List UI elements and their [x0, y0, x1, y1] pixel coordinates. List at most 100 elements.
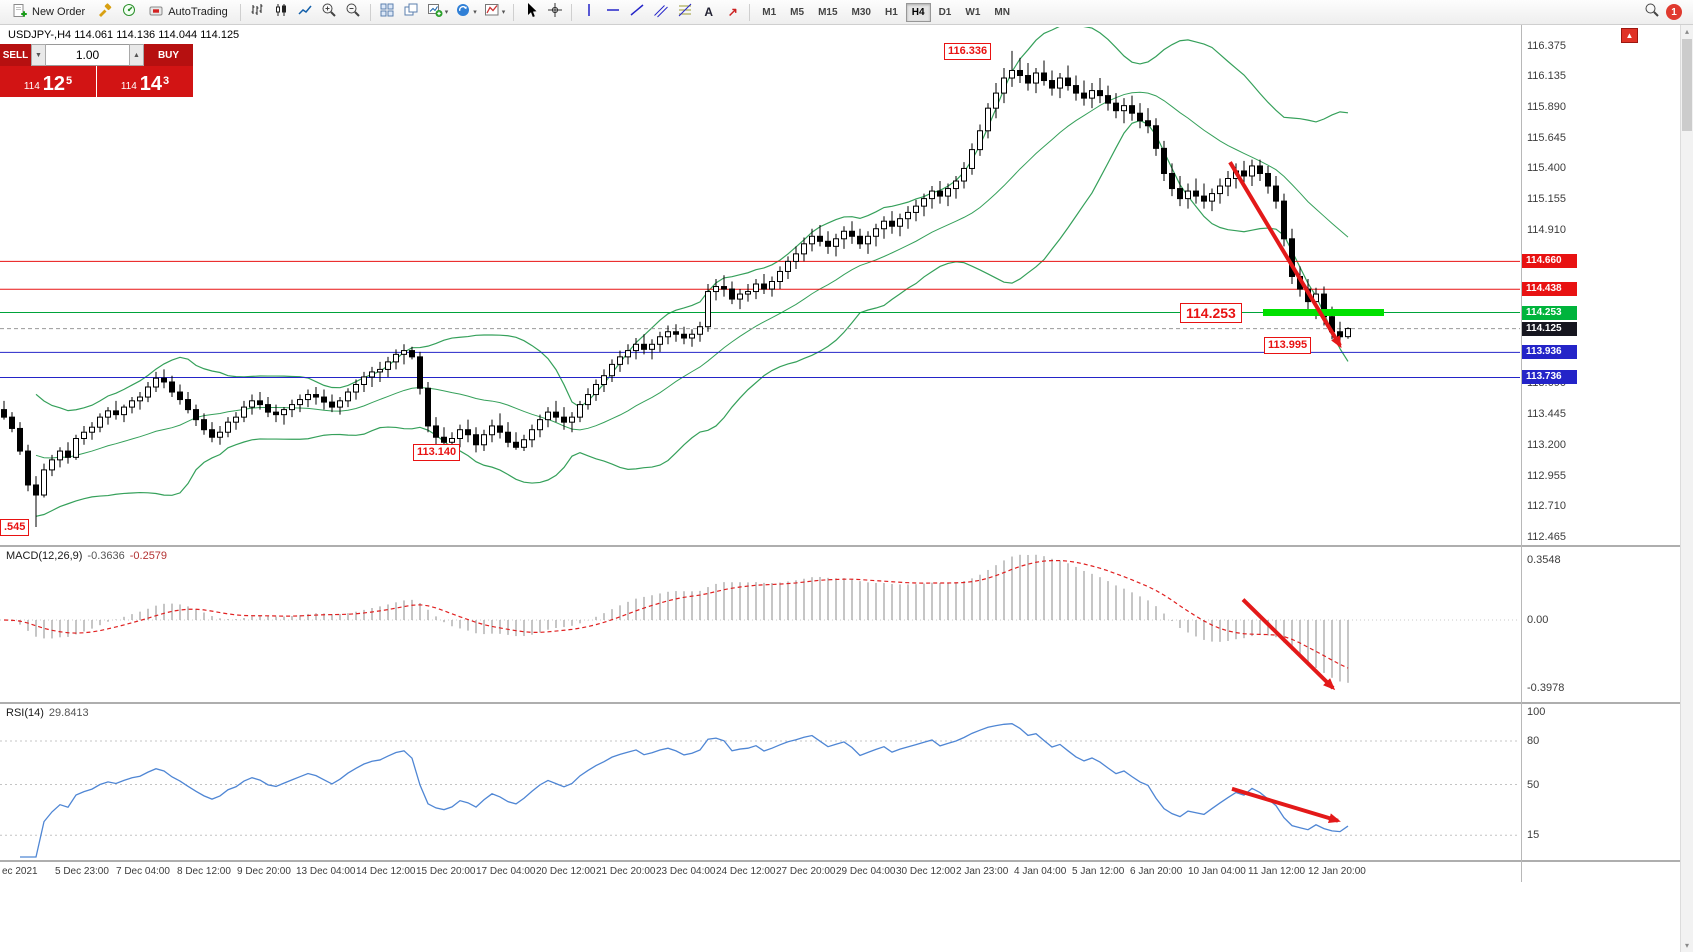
- candle: [233, 416, 239, 423]
- bid-price[interactable]: 114 12 5: [0, 66, 96, 97]
- candle: [249, 400, 255, 408]
- zoom-out-button[interactable]: [342, 2, 365, 23]
- date-axis-label: 27 Dec 20:00: [776, 866, 836, 877]
- cascade-windows-button[interactable]: [400, 2, 423, 23]
- candle: [505, 431, 511, 443]
- candlestick-mode-button[interactable]: [270, 2, 293, 23]
- cascade-windows-icon: [403, 2, 419, 23]
- macd-value: -0.3636: [87, 550, 125, 562]
- candle: [833, 238, 839, 247]
- trend-arrow[interactable]: [1241, 598, 1336, 691]
- timeframe-m1-button[interactable]: M1: [762, 6, 777, 18]
- new-order-button[interactable]: New Order: [5, 2, 92, 23]
- candle: [401, 350, 407, 355]
- toolbar-separator: [369, 3, 371, 21]
- scrollbar-down-icon[interactable]: ▾: [1684, 941, 1689, 950]
- scrollbar-up-icon[interactable]: ▴: [1684, 27, 1689, 36]
- timeframe-h4-button[interactable]: H4: [905, 2, 931, 22]
- candlestick-icon: [273, 2, 289, 23]
- profiles-button[interactable]: ▾: [452, 2, 480, 23]
- horizontal-line-tool-button[interactable]: [601, 2, 624, 23]
- cursor-tool-button[interactable]: [519, 2, 542, 23]
- candle: [161, 377, 167, 383]
- panel-separator[interactable]: [0, 545, 1680, 547]
- candle: [1177, 188, 1183, 200]
- timeframe-m5-button[interactable]: M5: [790, 6, 805, 18]
- timeframe-w1-button[interactable]: W1: [965, 6, 981, 18]
- candle: [985, 107, 991, 132]
- panel-separator[interactable]: [0, 860, 1680, 862]
- channel-tool-button[interactable]: [649, 2, 672, 23]
- tile-windows-button[interactable]: [376, 2, 399, 23]
- candle: [849, 230, 855, 237]
- candle: [561, 416, 567, 423]
- crosshair-tool-button[interactable]: [543, 2, 566, 23]
- strategy-tester-button[interactable]: [117, 2, 140, 23]
- candle: [1185, 190, 1191, 200]
- bollinger-band: [35, 27, 1349, 412]
- fibonacci-tool-button[interactable]: [673, 2, 696, 23]
- bar-chart-mode-button[interactable]: [246, 2, 269, 23]
- zoom-in-button[interactable]: [318, 2, 341, 23]
- autotrading-button[interactable]: AutoTrading: [141, 2, 235, 23]
- date-axis-label: 23 Dec 04:00: [656, 866, 716, 877]
- candle: [977, 130, 983, 151]
- candle: [625, 350, 631, 358]
- timeframe-m15-button[interactable]: M15: [818, 6, 838, 18]
- date-axis-label: 20 Dec 12:00: [536, 866, 596, 877]
- timeframe-h1-button[interactable]: H1: [884, 6, 898, 18]
- toolbar: New Order AutoTrading: [0, 0, 1693, 25]
- rsi-canvas[interactable]: [0, 704, 1520, 860]
- volume-input[interactable]: [46, 44, 129, 66]
- candle: [273, 411, 279, 416]
- macd-canvas[interactable]: [0, 547, 1520, 702]
- metaeditor-button[interactable]: [93, 2, 116, 23]
- arrow-objects-button[interactable]: ↗: [721, 2, 744, 23]
- candle: [761, 283, 767, 290]
- price-chart-canvas[interactable]: [0, 27, 1520, 545]
- trend-arrow[interactable]: [1228, 161, 1342, 349]
- vertical-line-tool-button[interactable]: [577, 2, 600, 23]
- vertical-scrollbar[interactable]: ▴ ▾: [1680, 25, 1693, 952]
- volume-up-button[interactable]: ▲: [129, 44, 144, 66]
- trendline-tool-button[interactable]: [625, 2, 648, 23]
- scroll-to-end-button[interactable]: ▲: [1621, 28, 1638, 43]
- date-axis-label: 14 Dec 12:00: [356, 866, 416, 877]
- ask-price[interactable]: 114 14 3: [97, 66, 193, 97]
- trend-arrow[interactable]: [1231, 786, 1341, 823]
- text-tool-button[interactable]: A: [697, 2, 720, 23]
- search-button[interactable]: [1640, 2, 1663, 23]
- candle: [545, 411, 551, 421]
- bollinger-band: [35, 119, 1349, 517]
- panel-separator[interactable]: [0, 702, 1680, 704]
- metaeditor-icon: [97, 2, 113, 23]
- notification-badge[interactable]: 1: [1666, 4, 1682, 20]
- candle: [409, 350, 415, 358]
- indicators-button[interactable]: ▾: [481, 2, 509, 23]
- volume-down-button[interactable]: ▼: [31, 44, 46, 66]
- candle: [841, 230, 847, 240]
- candle: [193, 409, 199, 421]
- candle: [1161, 147, 1167, 174]
- candle: [785, 260, 791, 272]
- candle: [657, 336, 663, 345]
- zoom-in-icon: [321, 2, 337, 23]
- timeframe-d1-button[interactable]: D1: [938, 6, 952, 18]
- candle: [1, 409, 7, 418]
- buy-button[interactable]: BUY: [144, 44, 193, 66]
- candle: [633, 343, 639, 352]
- line-chart-mode-button[interactable]: [294, 2, 317, 23]
- scrollbar-thumb[interactable]: [1682, 39, 1692, 131]
- timeframe-m30-button[interactable]: M30: [851, 6, 871, 18]
- candle: [721, 286, 727, 290]
- candle: [1337, 331, 1343, 338]
- timeframe-mn-button[interactable]: MN: [994, 6, 1010, 18]
- price-axis-tick: 112.465: [1527, 531, 1566, 544]
- candle: [97, 416, 103, 428]
- new-chart-button[interactable]: ▾: [424, 2, 452, 23]
- price-axis-tick: 113.690: [1527, 377, 1566, 390]
- macd-signal-line: [3, 559, 1349, 669]
- sell-button[interactable]: SELL: [0, 44, 31, 66]
- macd-name: MACD(12,26,9): [6, 550, 83, 562]
- candle: [745, 291, 751, 295]
